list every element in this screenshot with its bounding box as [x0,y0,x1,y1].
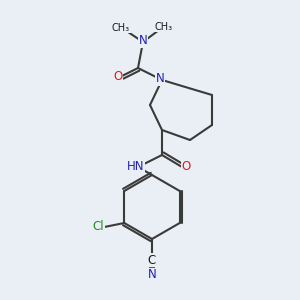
Text: N: N [139,34,147,47]
Text: N: N [156,73,164,85]
Text: O: O [182,160,190,173]
Text: N: N [148,268,156,281]
Text: HN: HN [127,160,145,173]
Text: CH₃: CH₃ [155,22,173,32]
Text: Cl: Cl [92,220,104,233]
Text: O: O [113,70,123,83]
Text: C: C [148,254,156,266]
Text: CH₃: CH₃ [112,23,130,33]
